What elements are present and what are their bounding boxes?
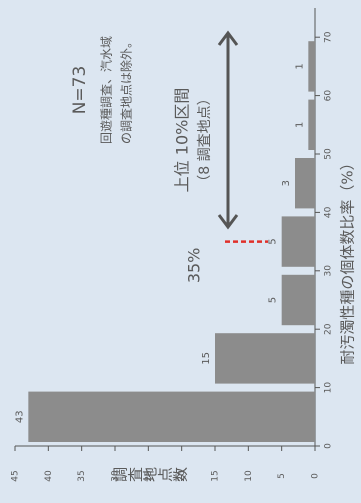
bar (281, 216, 315, 267)
arrow-head (217, 30, 239, 46)
annotation: 上位 10%区間 (173, 88, 192, 193)
x-tick-label: 70 (324, 31, 334, 43)
y-tick-label: 45 (11, 470, 21, 481)
x-tick-label: 10 (324, 382, 334, 394)
value-label: 1 (294, 122, 305, 128)
x-tick-label: 50 (324, 148, 334, 160)
bar (28, 391, 315, 442)
value-label: 3 (281, 180, 292, 186)
arrow-head (217, 214, 239, 230)
annotation: の調査地点は除外。 (119, 36, 134, 144)
value-label: 5 (268, 238, 279, 244)
annotation: N=73 (70, 66, 90, 115)
y-tick-label: 30 (111, 470, 121, 482)
annotation: （8 調査地点） (197, 91, 213, 188)
y-tick-label: 40 (44, 470, 54, 482)
threshold-label: 35% (185, 248, 204, 284)
y-tick-label: 35 (77, 470, 87, 481)
y-tick-label: 0 (311, 473, 321, 479)
x-axis-label: 耐汚濁性種の個体数比率（%） (339, 155, 357, 364)
x-tick-label: 20 (324, 323, 334, 335)
value-label: 15 (201, 352, 212, 365)
x-tick-label: 30 (324, 265, 334, 277)
x-tick-label: 40 (324, 206, 334, 218)
y-tick-label: 5 (277, 473, 287, 479)
annotation: 回遊種調査、汽水域 (99, 36, 114, 144)
value-label: 1 (294, 63, 305, 69)
plot: 耐汚濁性種の個体数比率（%） 調査地点数 N=73 回遊種調査、汽水域 の調査地… (11, 8, 357, 484)
y-tick-label: 10 (244, 470, 254, 482)
value-label: 43 (14, 410, 25, 423)
y-tick-label: 15 (211, 470, 221, 481)
x-tick-label: 0 (324, 443, 334, 449)
bar (308, 41, 316, 92)
y-axis-label: 調査地点数 (113, 466, 188, 484)
y-tick-label: 25 (144, 470, 154, 481)
y-tick-label: 20 (177, 470, 187, 482)
x-tick-label: 60 (324, 90, 334, 102)
bar (281, 274, 315, 326)
bar (215, 333, 315, 384)
bar (295, 157, 315, 209)
bar (308, 99, 316, 150)
value-label: 5 (268, 297, 279, 303)
